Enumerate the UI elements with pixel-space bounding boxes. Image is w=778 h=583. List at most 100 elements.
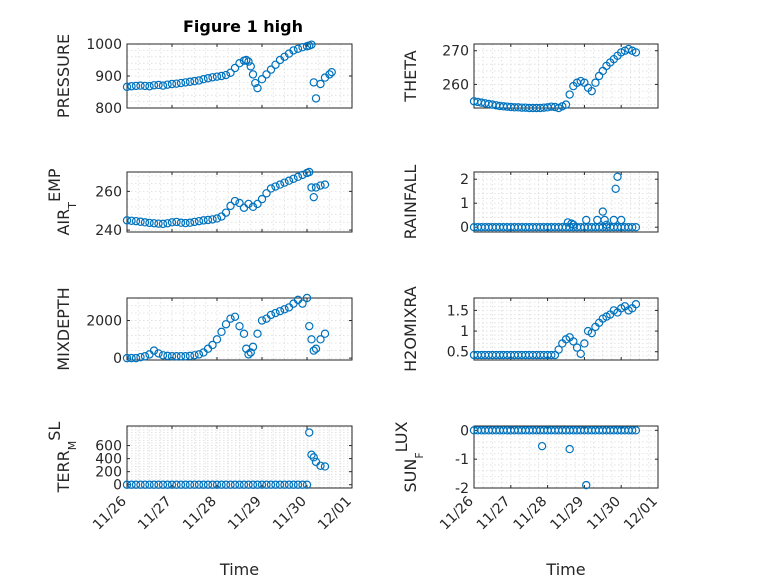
data-point [226,68,235,78]
data-point [582,215,591,225]
y-tick-label: 0.5 [447,345,469,361]
x-tick-label: 11/26 [90,493,130,533]
data-point [172,217,181,227]
y-axis-label: H2OMIXRA [401,286,420,372]
y-tick-label: 400 [95,452,122,468]
data-point [235,198,244,208]
data-point [122,480,132,489]
data-point [221,70,231,80]
data-point [271,182,280,191]
data-point [591,78,600,87]
data-point [181,480,190,489]
data-point [572,343,582,352]
data-point [246,62,255,71]
data-point [221,480,231,489]
data-point [235,59,244,68]
data-point [158,351,168,360]
data-point [320,329,330,338]
y-tick-label: 200 [95,465,122,481]
data-point [309,346,318,355]
y-axis-label: TERRMSL [45,422,79,494]
y-tick-label: -1 [455,452,469,468]
axes-0: 800 900 1000 PRESSURE [54,34,353,118]
data-point [580,339,589,348]
data-point [289,174,298,183]
data-point [181,218,190,228]
x-axis-label: Time [545,560,585,579]
data-point [190,217,199,227]
data-point [289,480,298,489]
data-point [305,167,314,177]
data-point [221,320,231,329]
data-point [140,480,150,489]
data-point [190,76,199,86]
x-tick-label: 12/01 [315,494,355,534]
data-point [149,81,159,90]
axes-5: 0.5 1 1.5 H2OMIXRA [401,286,659,372]
data-point [203,480,213,489]
data-point [316,461,325,471]
data-point [235,321,244,331]
data-point [598,207,608,216]
data-point [266,480,276,489]
data-point [316,79,325,89]
data-point [230,63,240,73]
data-point [262,480,271,489]
data-point [563,218,573,227]
data-point [131,81,141,91]
data-point [248,480,258,489]
data-point [217,327,226,337]
data-point [307,450,316,459]
x-tick-label: 11/29 [547,494,587,534]
data-point [194,76,204,85]
data-point [257,194,267,204]
data-point [569,220,578,229]
data-point [298,170,307,180]
data-point [244,57,253,66]
axes-frame [126,297,353,361]
data-point [280,305,289,314]
data-point [547,350,556,360]
data-point [305,428,314,437]
y-tick-label: 260 [95,184,122,200]
data-point [194,216,204,226]
data-point [145,82,154,91]
data-point [230,480,240,489]
data-point [185,218,195,227]
y-tick-label: 2 [460,172,469,188]
data-point [262,70,271,79]
data-point [212,214,222,223]
data-point [244,350,253,359]
data-point [194,480,204,489]
data-point [127,353,136,363]
data-point [537,441,547,451]
data-point [176,78,186,88]
data-point [230,312,240,321]
y-tick-label: 260 [442,77,469,93]
data-point [199,216,208,225]
data-point [244,199,253,209]
data-point [298,480,307,489]
axes-1: 260 270 THETA [401,43,659,113]
data-point [311,344,321,353]
data-point [122,216,132,225]
data-point [145,480,154,489]
data-point [293,172,303,182]
data-point [140,352,150,361]
y-axis-label: AIRTEMP [45,168,79,235]
y-tick-label: 0 [460,220,469,236]
data-point [208,480,217,489]
x-tick-label: 11/30 [270,494,310,534]
data-point [176,352,186,361]
data-point [565,444,574,454]
data-point [293,480,303,489]
data-point [136,480,145,489]
data-point [242,55,251,65]
data-point [136,352,145,362]
data-point [602,220,611,229]
data-point [327,67,336,77]
data-point [230,196,240,206]
x-axis-label: Time [219,560,259,579]
data-point [248,70,258,79]
